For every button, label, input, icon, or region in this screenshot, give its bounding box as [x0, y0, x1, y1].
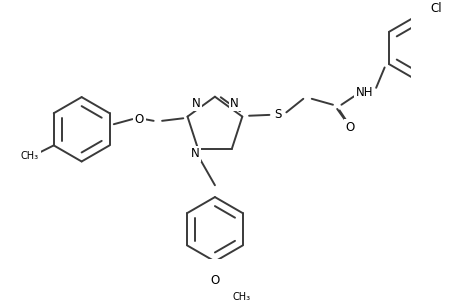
Text: O: O [134, 112, 144, 126]
Text: N: N [191, 97, 200, 110]
Text: CH₃: CH₃ [232, 292, 251, 300]
Text: Cl: Cl [430, 2, 441, 15]
Text: O: O [345, 121, 354, 134]
Text: O: O [210, 274, 219, 286]
Text: NH: NH [355, 85, 372, 98]
Text: N: N [190, 147, 199, 161]
Text: S: S [274, 108, 281, 122]
Text: CH₃: CH₃ [21, 152, 39, 161]
Text: N: N [230, 97, 238, 110]
